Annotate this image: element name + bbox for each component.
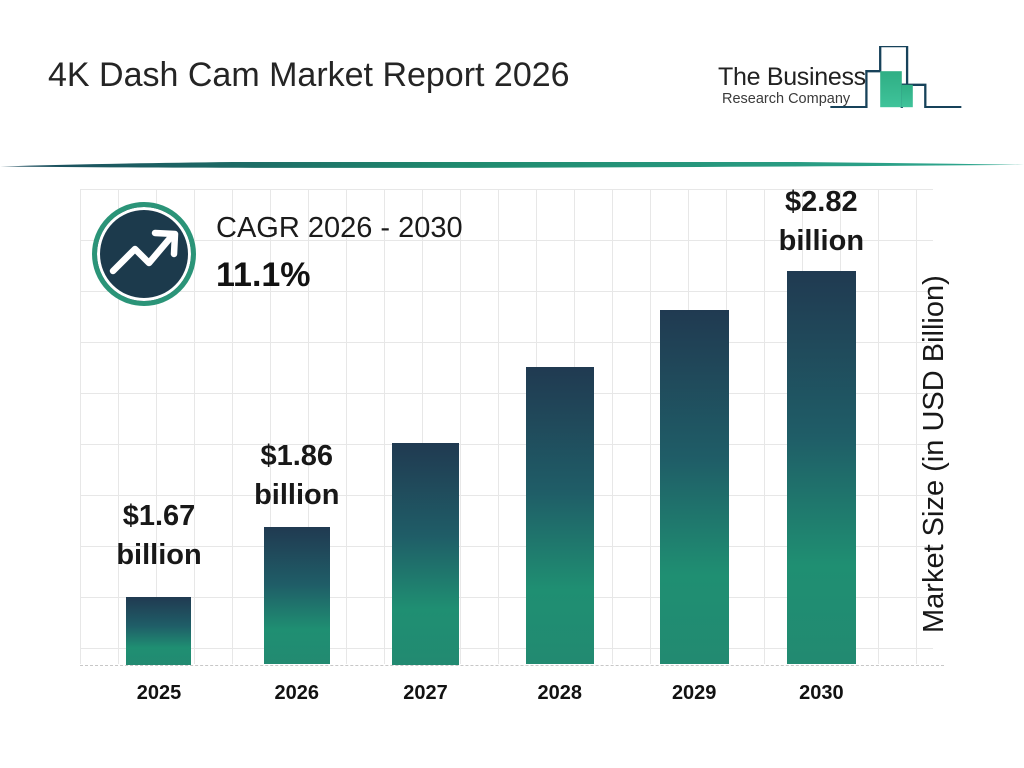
- svg-text:Research Company: Research Company: [722, 91, 851, 107]
- svg-text:The Business: The Business: [718, 63, 866, 91]
